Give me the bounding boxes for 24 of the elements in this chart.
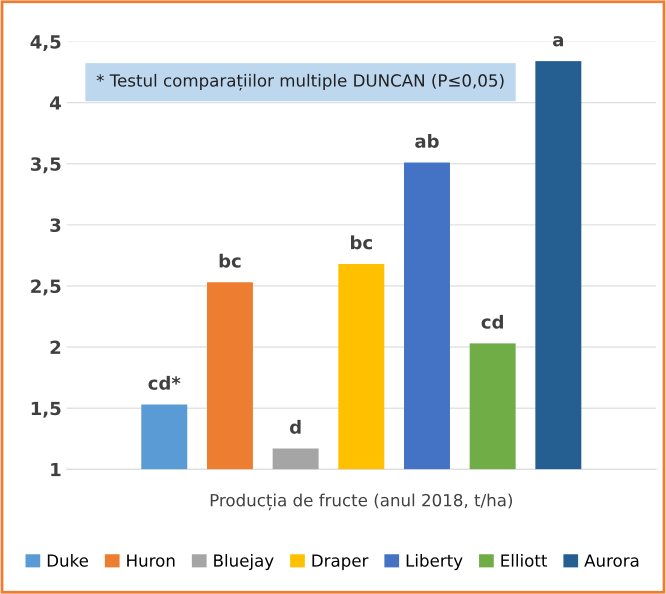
y-tick-label: 3,5 bbox=[30, 157, 60, 174]
y-tick-label: 2 bbox=[50, 340, 60, 354]
data-label: cd* bbox=[148, 376, 180, 390]
annotation: * Testul comparațiilor multiple DUNCAN (P≤0,05) bbox=[96, 74, 504, 91]
data-label: ab bbox=[415, 134, 439, 148]
y-tick-label: 3 bbox=[50, 218, 60, 232]
y-tick-label: 4,5 bbox=[30, 35, 60, 52]
y-tick-label: 2,5 bbox=[31, 279, 60, 296]
data-label: d bbox=[290, 420, 301, 434]
data-label: bc bbox=[220, 254, 241, 268]
legend-label: Huron bbox=[127, 554, 174, 567]
legend-label: Liberty bbox=[406, 554, 463, 570]
legend-label: Aurora bbox=[584, 554, 638, 567]
legend-label: Bluejay bbox=[214, 554, 274, 570]
data-label: bc bbox=[351, 235, 372, 250]
x-axis-title: Producția de fructe (anul 2018, t/ha) bbox=[210, 494, 512, 510]
legend-label: Draper bbox=[312, 554, 368, 570]
y-tick-label: 1,5 bbox=[32, 402, 60, 418]
y-tick-label: 1 bbox=[51, 462, 60, 476]
legend-label: Duke bbox=[48, 554, 88, 567]
data-label: cd bbox=[482, 314, 503, 329]
y-tick-label: 4 bbox=[50, 96, 61, 110]
legend-label: Elliott bbox=[501, 554, 548, 567]
data-label: a bbox=[553, 36, 564, 47]
